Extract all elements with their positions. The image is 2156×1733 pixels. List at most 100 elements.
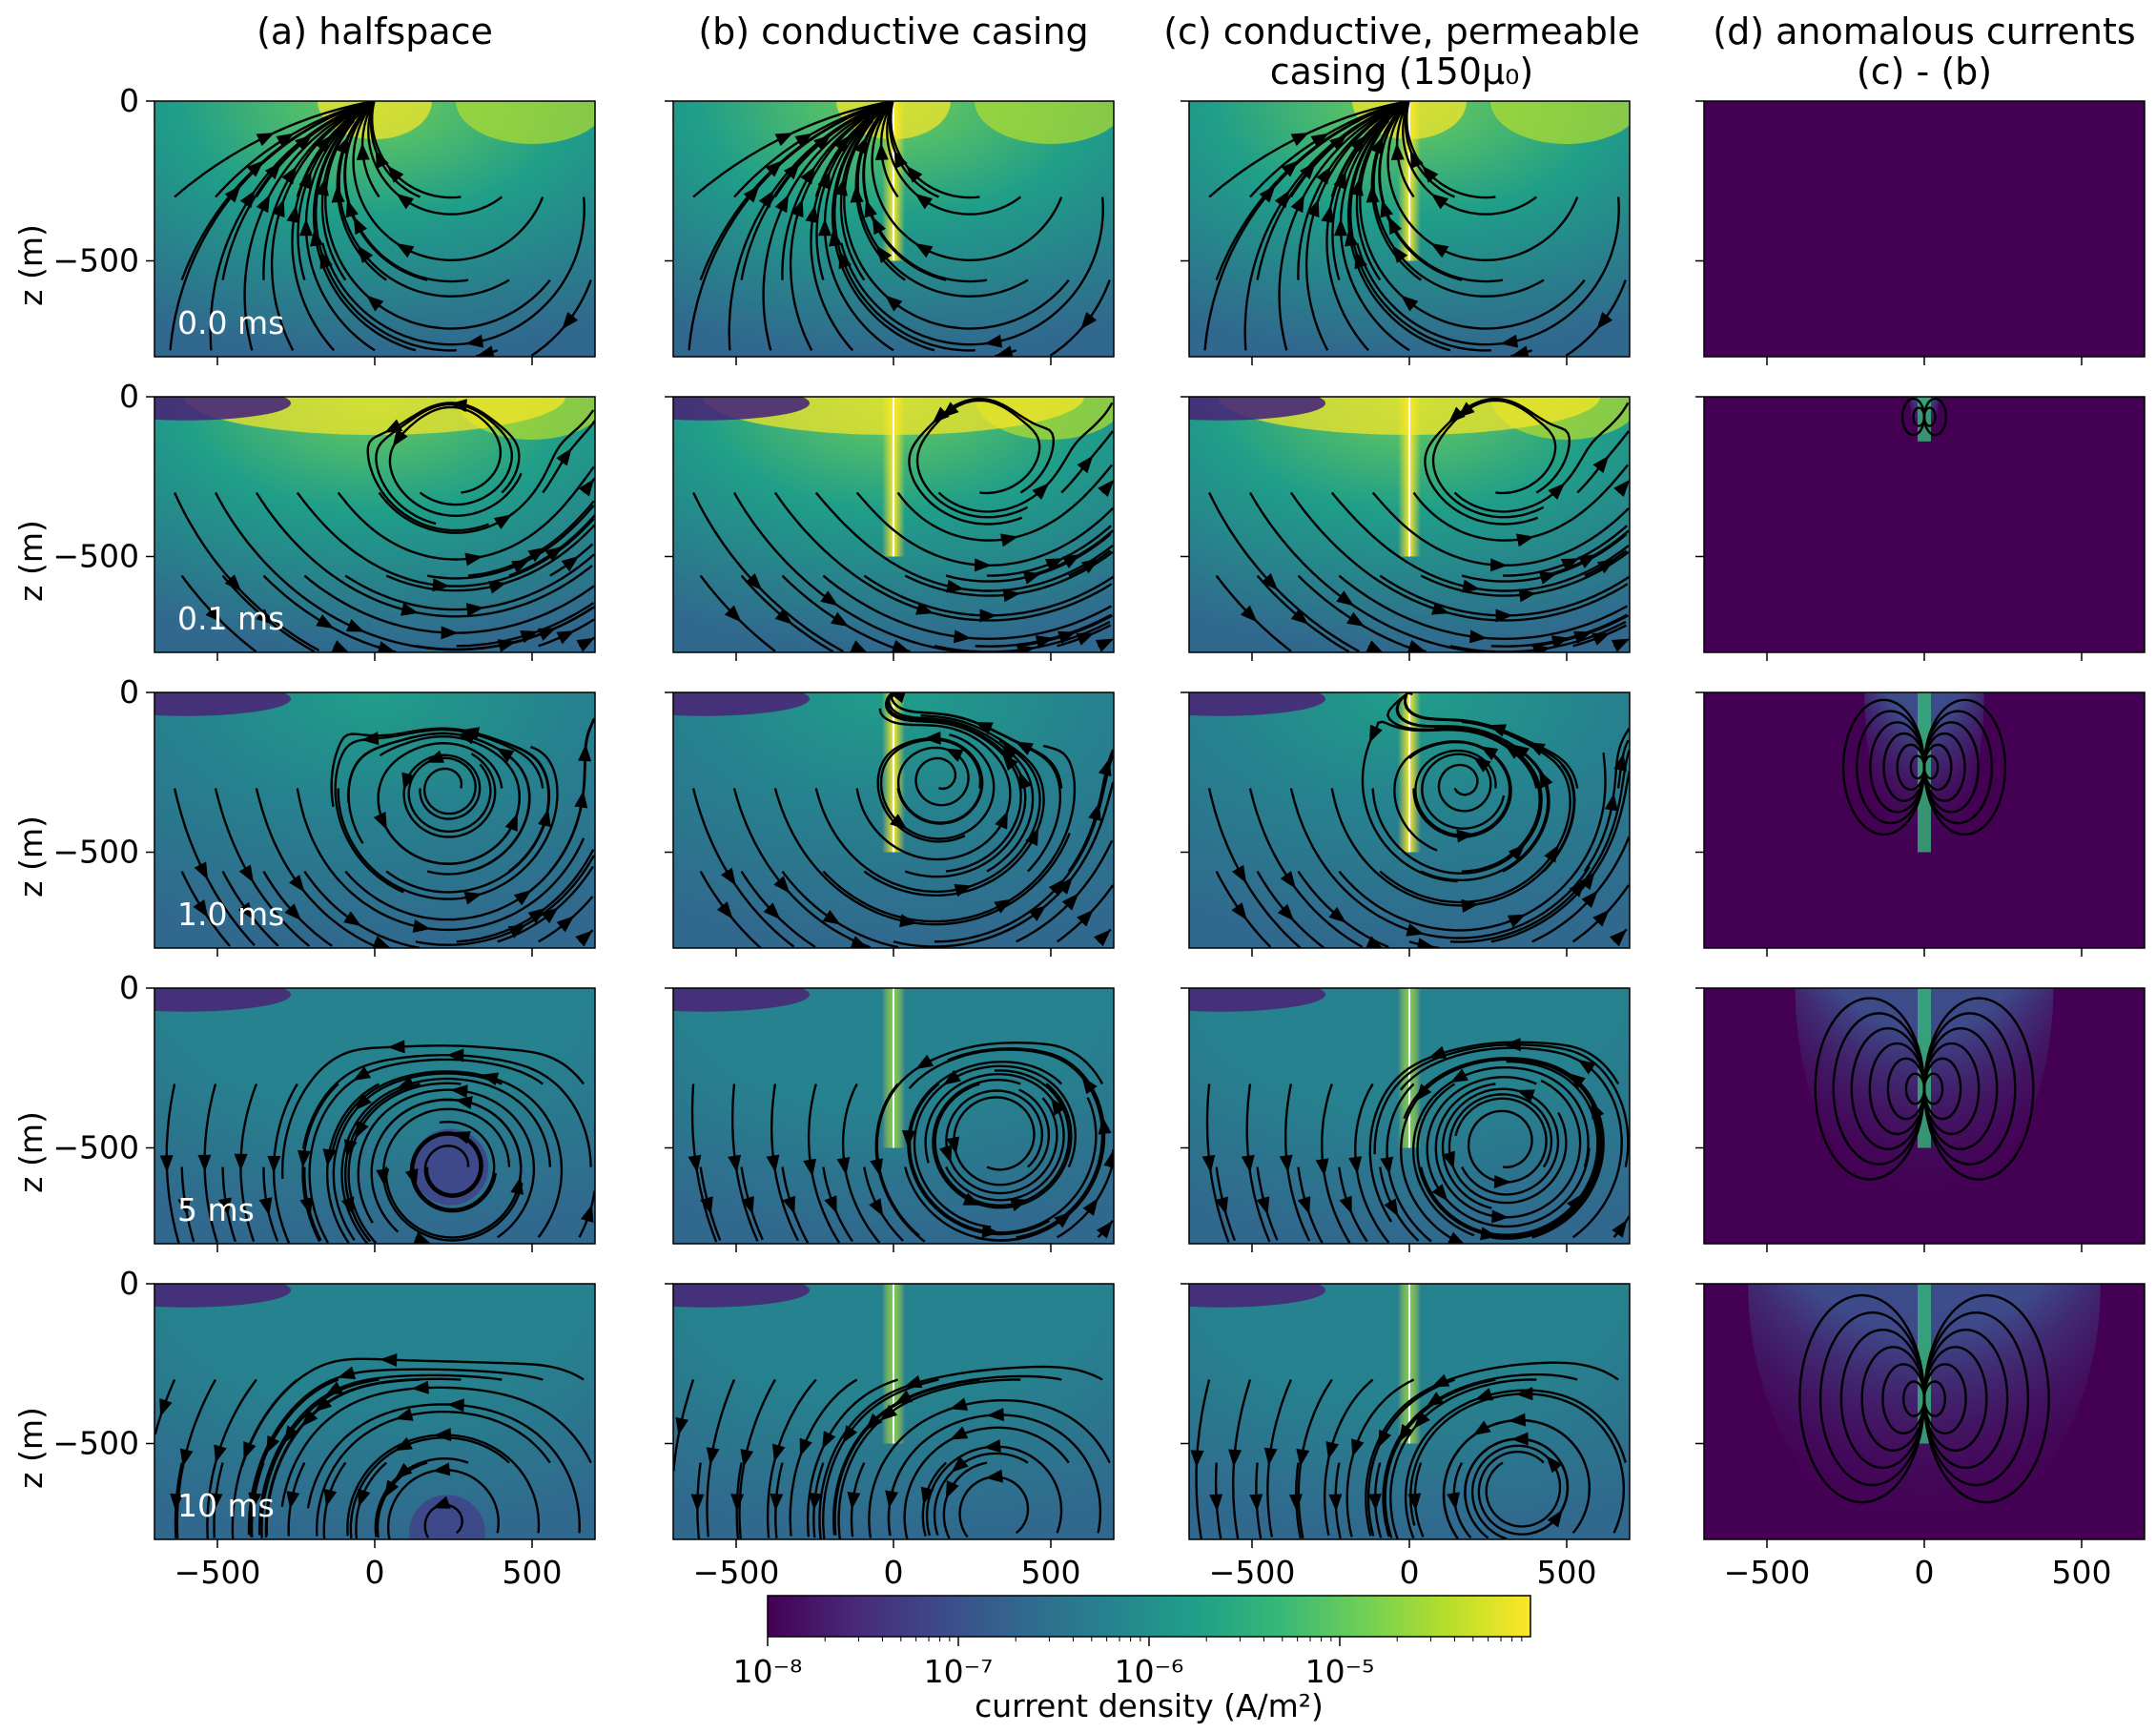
streamline-arrow (1431, 602, 1450, 615)
streamline-arrow (949, 1397, 969, 1411)
low-current-zone (154, 988, 291, 1012)
streamline-arrow (774, 608, 793, 625)
streamline-arrow (1613, 479, 1630, 497)
streamline-arrow (904, 1374, 923, 1389)
streamline-arrow (1577, 1059, 1596, 1075)
streamline-arrow (721, 867, 736, 886)
streamline-arrow (238, 864, 254, 883)
streamline-arrow (1569, 879, 1586, 897)
streamline-arrow (774, 194, 790, 214)
streamline-arrow (488, 581, 507, 594)
low-current-zone (673, 1284, 810, 1308)
streamline-arrow (396, 1076, 415, 1089)
streamline-arrow (432, 1496, 451, 1509)
vortex-core (408, 1495, 485, 1539)
streamline-arrow (357, 245, 374, 263)
streamline-arrow (562, 312, 579, 330)
streamline-arrow (1310, 133, 1329, 148)
streamline-arrow (179, 1448, 194, 1467)
streamline-arrow (675, 1416, 689, 1435)
streamline-arrow (1365, 185, 1380, 203)
streamline-arrow (771, 1443, 786, 1462)
streamline-arrow (1025, 827, 1039, 846)
streamline-arrow (527, 547, 546, 563)
streamline-arrow (688, 1154, 702, 1173)
y-tick-label: −500 (52, 1425, 139, 1462)
streamline-arrow (865, 1413, 883, 1431)
streamline-arrow (537, 628, 557, 641)
streamline-arrow (1080, 312, 1098, 330)
streamline-arrow (1057, 877, 1073, 895)
streamline-arrow (1062, 554, 1081, 568)
streamline-arrow (1280, 871, 1296, 889)
streamline-arrow (224, 574, 242, 592)
x-tick-label: 0 (1915, 1554, 1935, 1591)
column-titles: (a) halfspace (b) conductive casing (c) co… (257, 10, 2136, 93)
streamline-arrow (885, 295, 903, 312)
streamline-arrow (256, 609, 274, 625)
x-tick-label: 500 (2052, 1554, 2112, 1591)
column-title-b: (b) conductive casing (698, 10, 1088, 52)
panel-a-row-5: 0 −500 −500 0 500 z (m) 10 ms (12, 1265, 596, 1591)
streamline-arrow (396, 242, 415, 258)
streamline-arrow (432, 1462, 451, 1476)
streamline-arrow (1016, 644, 1036, 652)
streamline-arrow (994, 898, 1013, 914)
streamline-arrow (809, 1493, 823, 1511)
streamline-arrow (1611, 638, 1630, 652)
streamline-arrow (945, 748, 964, 762)
streamline-arrow (356, 142, 370, 161)
streamline-arrow (1002, 588, 1021, 603)
streamline-arrow (465, 603, 484, 617)
streamline-arrow (1328, 1494, 1343, 1512)
streamline-arrow (1095, 638, 1114, 652)
streamline-arrow (387, 165, 404, 183)
streamline-arrow (1507, 914, 1527, 928)
streamline-arrow (574, 790, 588, 809)
streamline-arrow (874, 142, 889, 161)
streamline-arrow (1296, 1448, 1310, 1467)
streamline-arrow (1442, 1150, 1455, 1169)
streamline-arrow (822, 1431, 836, 1450)
streamline-arrow (724, 605, 742, 623)
streamline-arrow (441, 626, 459, 640)
streamline-arrow (995, 345, 1014, 357)
colorbar-gradient (767, 1595, 1531, 1638)
streamline-arrow (395, 1408, 414, 1421)
panel-b-row-2 (665, 396, 1115, 661)
low-current-zone (154, 692, 291, 716)
streamline-arrow (741, 1196, 754, 1215)
streamline-arrow (454, 1096, 473, 1109)
electrode-hotspot (1490, 101, 1630, 144)
streamline-arrow (986, 1408, 1004, 1422)
streamline-arrow (345, 619, 365, 632)
streamline-arrow (1380, 1156, 1394, 1175)
streamline-arrow (331, 185, 345, 203)
streamline-arrow (1080, 558, 1099, 574)
streamline-arrow (950, 1426, 969, 1440)
streamline-arrow (324, 1381, 343, 1396)
y-tick-label: 0 (119, 673, 139, 711)
streamline-arrow (1573, 630, 1592, 645)
streamline-arrow (1495, 609, 1513, 623)
streamline-arrow (1321, 204, 1335, 223)
streamline-arrow (1518, 588, 1537, 603)
streamline-arrow (284, 903, 301, 921)
streamline-arrow (914, 242, 934, 258)
streamline-arrow (1336, 590, 1355, 607)
streamline-arrow (850, 936, 869, 948)
streamline-arrow (1532, 644, 1551, 652)
streamline-arrow (392, 428, 408, 447)
streamline-arrow (1328, 906, 1346, 923)
streamline-arrow (355, 1093, 372, 1111)
panel-d-row-5: −500 0 500 (1695, 1283, 2146, 1591)
streamline-arrow (1500, 334, 1519, 348)
streamline-arrow (355, 1120, 369, 1139)
streamline-arrow (1365, 936, 1385, 948)
streamline-arrow (901, 1130, 915, 1148)
colorbar: 10⁻⁸ 10⁻⁷ 10⁻⁶ 10⁻⁵ current density (A/m²) (733, 1595, 1531, 1724)
streamline-arrow (975, 722, 994, 735)
panel-b-row-1 (665, 100, 1115, 365)
electrode-hotspot (456, 101, 595, 144)
